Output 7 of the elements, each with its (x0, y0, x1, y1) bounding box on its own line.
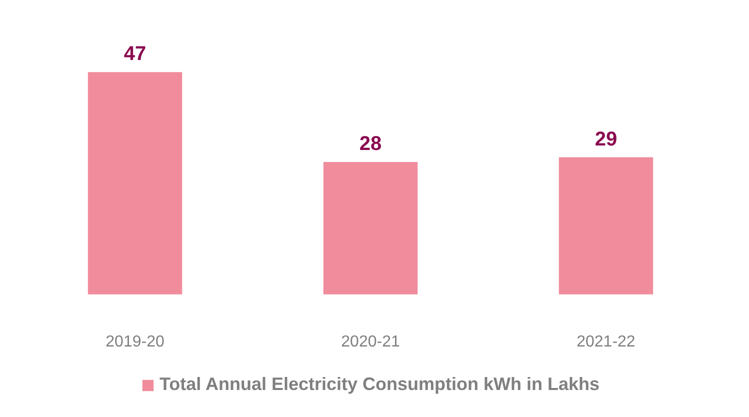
x-tick-label: 2020-21 (341, 333, 400, 350)
x-tick-label: 2019-20 (106, 333, 164, 350)
legend-label: Total Annual Electricity Consumption kWh in Lakhs (159, 374, 600, 395)
data-label: 47 (124, 43, 146, 66)
data-label: 29 (594, 128, 618, 150)
data-label: 28 (359, 133, 382, 155)
x-tick-label: 2021-22 (576, 333, 636, 350)
